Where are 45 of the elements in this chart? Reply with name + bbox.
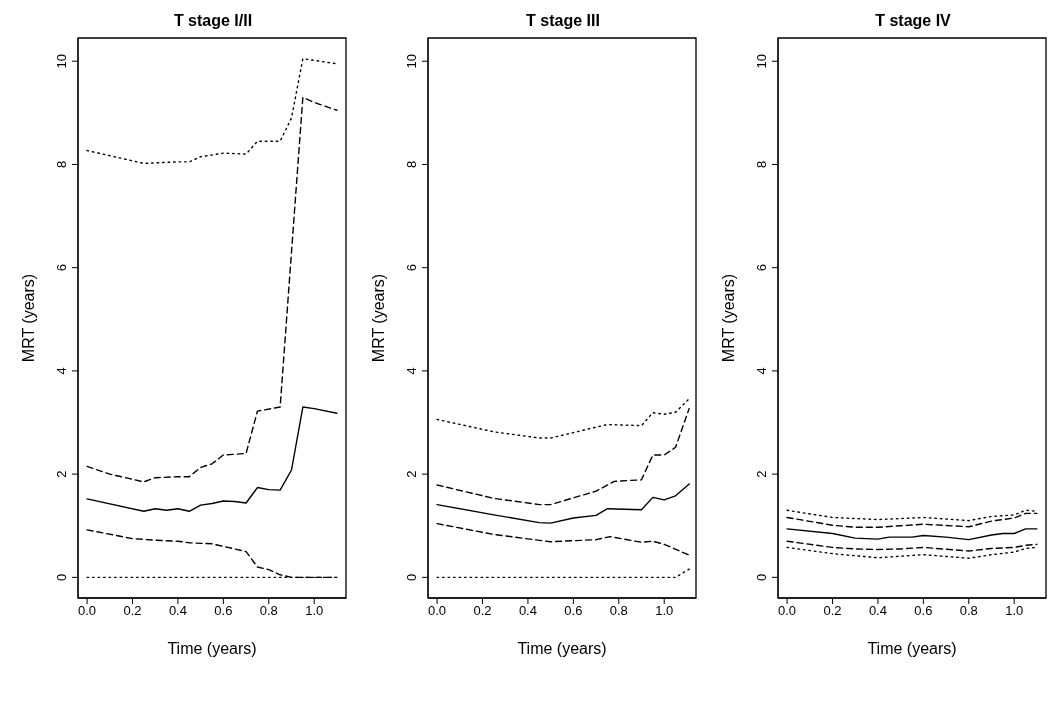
y-tick-label: 4 [754,367,769,375]
x-tick-label: 1.0 [1005,603,1024,619]
x-tick-label: 0.8 [609,603,628,619]
x-tick-label: 0.8 [959,603,978,619]
x-tick-label: 0.6 [914,603,933,619]
x-tick-label: 0.6 [564,603,583,619]
y-tick-label: 0 [404,573,419,581]
x-tick-label: 0.2 [123,603,142,619]
y-tick-label: 2 [754,470,769,478]
y-axis-title: MRT (years) [369,273,387,363]
y-tick-label: 10 [754,53,769,69]
y-tick-label: 8 [754,160,769,169]
x-tick-label: 0.2 [473,603,492,619]
x-tick-label: 0.0 [428,603,447,619]
y-tick-label: 0 [754,573,769,581]
y-tick-label: 10 [404,53,419,69]
x-tick-label: 0.0 [778,603,797,619]
y-tick-label: 6 [404,264,419,272]
x-axis-title: Time (years) [867,640,957,657]
y-axis-title: MRT (years) [19,273,37,363]
y-tick-label: 4 [404,367,419,375]
chart-title: T stage III [525,12,601,30]
y-tick-label: 2 [54,470,69,478]
y-tick-label: 2 [404,470,419,478]
chart-title: T stage I/II [172,12,254,30]
x-tick-label: 0.4 [168,603,187,619]
x-tick-label: 0.0 [78,603,97,619]
x-tick-label: 0.4 [868,603,887,619]
y-tick-label: 8 [404,160,419,169]
x-tick-label: 0.8 [259,603,278,619]
chart-title: T stage IV [874,12,952,30]
y-tick-label: 4 [54,367,69,375]
x-axis-title: Time (years) [167,640,257,657]
x-axis-title: Time (years) [517,640,607,657]
y-tick-label: 0 [54,573,69,581]
x-tick-label: 1.0 [305,603,324,619]
x-tick-label: 0.6 [214,603,233,619]
y-tick-label: 8 [54,160,69,169]
y-tick-label: 10 [54,53,69,69]
y-tick-label: 6 [54,264,69,272]
y-axis-title: MRT (years) [719,273,737,363]
x-tick-label: 0.2 [823,603,842,619]
x-tick-label: 1.0 [655,603,674,619]
y-tick-label: 6 [754,264,769,272]
x-tick-label: 0.4 [518,603,537,619]
